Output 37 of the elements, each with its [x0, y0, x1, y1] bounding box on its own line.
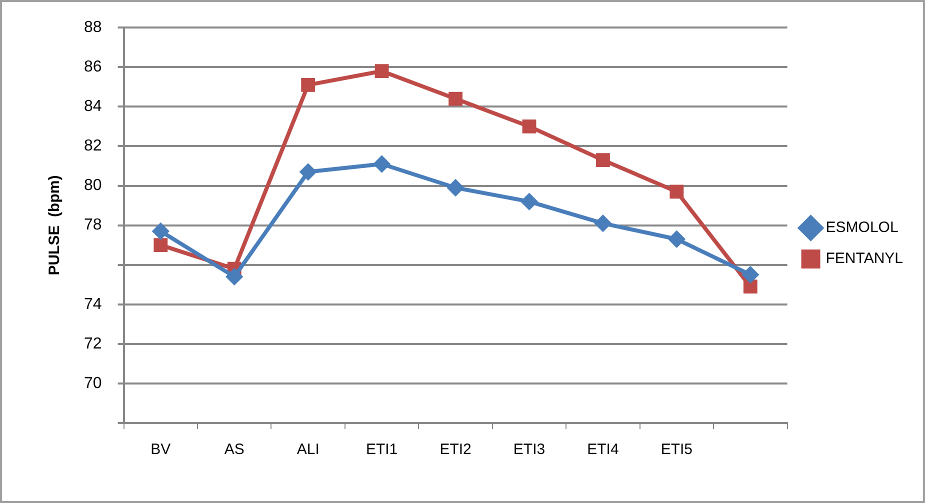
x-tick-label: ETI3	[513, 441, 546, 458]
x-tick-label: AS	[224, 441, 244, 458]
point	[522, 120, 536, 134]
legend-label: FENTANYL	[826, 250, 903, 268]
point	[743, 280, 758, 294]
point	[374, 64, 389, 78]
point	[152, 223, 169, 240]
y-tick-label: 78	[84, 216, 102, 234]
point	[448, 180, 464, 196]
point	[301, 78, 316, 92]
y-tick-label: 70	[84, 374, 102, 392]
point	[226, 268, 242, 285]
point	[594, 215, 611, 232]
y-tick-label: 72	[84, 335, 102, 352]
y-tick-label: 84	[84, 98, 102, 116]
y-tick-label: 80	[84, 177, 102, 194]
x-tick-label: ALI	[296, 441, 320, 458]
y-tick-label: 82	[84, 138, 102, 155]
point	[448, 92, 462, 106]
point	[668, 231, 685, 248]
point	[596, 153, 610, 168]
point	[670, 184, 684, 199]
y-tick-label: 88	[84, 19, 102, 36]
point	[300, 164, 316, 180]
x-tick-label: ETI5	[660, 441, 693, 458]
y-axis-title: PULSE (bpm)	[46, 175, 64, 276]
point	[154, 238, 168, 252]
y-tick-label: 74	[84, 296, 102, 313]
point	[521, 194, 538, 210]
y-tick-label: 86	[84, 58, 102, 76]
x-tick-label: ETI2	[440, 441, 472, 458]
x-tick-label: ETI4	[587, 441, 619, 458]
point	[742, 266, 758, 283]
legend-label: ESMOLOL	[826, 219, 898, 236]
x-tick-label: BV	[150, 441, 171, 458]
point	[374, 156, 390, 172]
x-tick-label: ETI1	[366, 441, 398, 458]
